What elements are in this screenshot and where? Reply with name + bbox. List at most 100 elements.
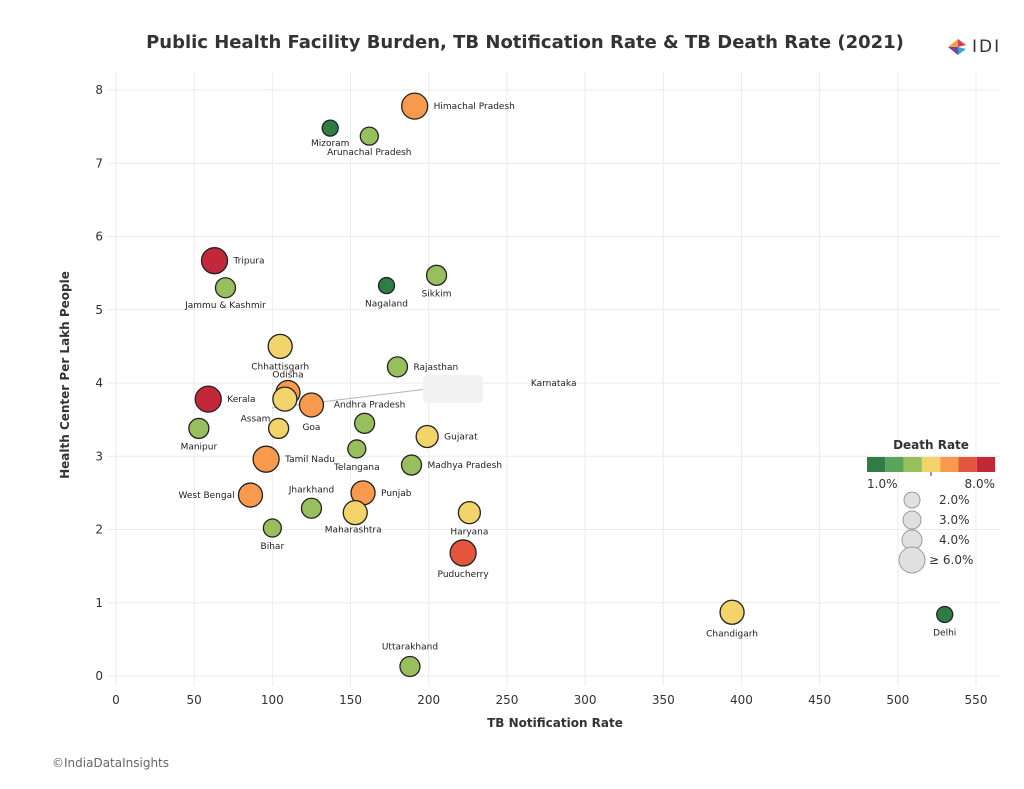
legend-size-scale: 2.0% 3.0% 4.0% ≥ 6.0% bbox=[898, 491, 973, 574]
point-kerala[interactable] bbox=[194, 385, 222, 413]
x-axis-ticks: 0 50 100 150 200 250 300 350 400 450 500 550 bbox=[112, 693, 987, 707]
legend-size-circle bbox=[902, 510, 922, 530]
point-label: Punjab bbox=[381, 489, 412, 499]
point-label: Telangana bbox=[333, 463, 380, 473]
point-andhra-pradesh[interactable] bbox=[353, 412, 376, 434]
legend-color-scale bbox=[867, 457, 996, 472]
y-tick-label: 4 bbox=[95, 376, 103, 390]
y-tick-label: 6 bbox=[95, 230, 103, 244]
y-tick-label: 5 bbox=[95, 303, 103, 317]
point-rajasthan[interactable] bbox=[386, 356, 409, 378]
point-label: Puducherry bbox=[438, 570, 490, 580]
point-label: Odisha bbox=[272, 371, 303, 381]
point-sikkim[interactable] bbox=[425, 264, 448, 286]
x-tick-label: 150 bbox=[339, 693, 362, 707]
point-uttarakhand[interactable] bbox=[399, 655, 421, 678]
point-jammu-kashmir[interactable] bbox=[214, 277, 237, 299]
point-mizoram[interactable] bbox=[321, 119, 339, 137]
point-tamil-nadu[interactable] bbox=[252, 445, 280, 473]
point-label: Uttarakhand bbox=[382, 642, 438, 652]
point-manipur[interactable] bbox=[188, 417, 210, 440]
legend-color-swatch bbox=[958, 457, 977, 472]
point-arunachal-pradesh[interactable] bbox=[359, 126, 379, 146]
point-label: Himachal Pradesh bbox=[434, 102, 515, 112]
idi-logo: IDI bbox=[946, 36, 1001, 58]
x-tick-label: 300 bbox=[574, 693, 597, 707]
point-label: Bihar bbox=[261, 542, 285, 552]
point-chhattisgarh[interactable] bbox=[267, 333, 293, 360]
legend-size-label: ≥ 6.0% bbox=[929, 553, 973, 567]
legend-size-circle bbox=[898, 546, 926, 574]
point-himachal-pradesh[interactable] bbox=[401, 92, 429, 120]
x-tick-label: 350 bbox=[652, 693, 675, 707]
legend-color-swatch bbox=[885, 457, 904, 472]
y-axis-ticks: 0 1 2 3 4 5 6 7 8 bbox=[95, 83, 103, 683]
x-axis-title: TB Notification Rate bbox=[487, 716, 623, 730]
point-label: Kerala bbox=[227, 395, 255, 405]
point-label: Tripura bbox=[233, 257, 265, 267]
y-tick-label: 1 bbox=[95, 596, 103, 610]
legend-color-max: 8.0% bbox=[965, 477, 996, 491]
point-label: Chhattisgarh bbox=[251, 362, 309, 372]
point-delhi[interactable] bbox=[936, 605, 954, 624]
point-madhya-pradesh[interactable] bbox=[400, 454, 423, 476]
point-assam[interactable] bbox=[267, 417, 290, 440]
point-west-bengal[interactable] bbox=[237, 482, 264, 508]
legend-size-label: 2.0% bbox=[939, 493, 970, 507]
grid-lines bbox=[107, 72, 1000, 686]
point-maharashtra[interactable] bbox=[342, 500, 368, 526]
legend-color-swatch bbox=[921, 457, 941, 472]
legend-color-swatch bbox=[903, 457, 922, 472]
point-label: West Bengal bbox=[178, 491, 234, 501]
point-nagaland[interactable] bbox=[377, 276, 396, 295]
x-tick-label: 50 bbox=[187, 693, 202, 707]
point-label: Manipur bbox=[181, 442, 218, 452]
point-bihar[interactable] bbox=[262, 518, 283, 538]
point-label: Sikkim bbox=[422, 289, 452, 299]
point-jharkhand[interactable] bbox=[300, 497, 323, 519]
data-points bbox=[188, 92, 954, 678]
x-tick-label: 250 bbox=[495, 693, 518, 707]
point-label: Jharkhand bbox=[288, 485, 334, 495]
idi-logo-icon bbox=[948, 39, 966, 55]
point-label: Jammu & Kashmir bbox=[184, 301, 266, 311]
point-label: Gujarat bbox=[444, 432, 478, 442]
point-telangana[interactable] bbox=[347, 439, 367, 459]
point-puducherry[interactable] bbox=[449, 539, 477, 567]
y-tick-label: 2 bbox=[95, 523, 103, 537]
point-label: Mizoram bbox=[311, 139, 349, 149]
point-haryana[interactable] bbox=[457, 501, 482, 525]
karnataka-annotation-box bbox=[423, 375, 483, 403]
y-tick-label: 3 bbox=[95, 449, 103, 463]
copyright-credit: ©IndiaDataInsights bbox=[52, 756, 170, 770]
point-label: Andhra Pradesh bbox=[334, 400, 405, 410]
point-label: Assam bbox=[241, 414, 271, 424]
x-tick-label: 550 bbox=[965, 693, 988, 707]
x-tick-label: 450 bbox=[808, 693, 831, 707]
y-axis-title: Health Center Per Lakh People bbox=[58, 271, 72, 479]
y-tick-label: 7 bbox=[95, 156, 103, 170]
point-label: Rajasthan bbox=[413, 363, 458, 373]
point-chandigarh[interactable] bbox=[719, 599, 745, 625]
point-gujarat[interactable] bbox=[415, 424, 439, 449]
point-label: Tamil Nadu bbox=[284, 455, 335, 465]
y-tick-label: 8 bbox=[95, 83, 103, 97]
legend-color-swatch bbox=[976, 457, 996, 472]
x-tick-label: 400 bbox=[730, 693, 753, 707]
point-label: Chandigarh bbox=[706, 629, 758, 639]
legend-color-swatch bbox=[940, 457, 959, 472]
legend-size-circle bbox=[903, 491, 921, 509]
point-label: Maharashtra bbox=[325, 526, 382, 536]
point-goa[interactable] bbox=[298, 392, 325, 418]
legend-title: Death Rate bbox=[893, 438, 969, 452]
point-label: Delhi bbox=[933, 628, 956, 638]
point-tripura[interactable] bbox=[200, 247, 229, 275]
point-label: Arunachal Pradesh bbox=[327, 148, 411, 158]
x-tick-label: 0 bbox=[112, 693, 120, 707]
chart-title: Public Health Facility Burden, TB Notifi… bbox=[146, 32, 904, 53]
legend-color-min: 1.0% bbox=[867, 477, 898, 491]
point-karnataka[interactable] bbox=[272, 386, 298, 412]
death-rate-legend: Death Rate 1.0% 8.0% 2.0% 3.0% 4.0% ≥ 6.0% bbox=[867, 438, 996, 574]
point-label: Goa bbox=[302, 423, 320, 433]
